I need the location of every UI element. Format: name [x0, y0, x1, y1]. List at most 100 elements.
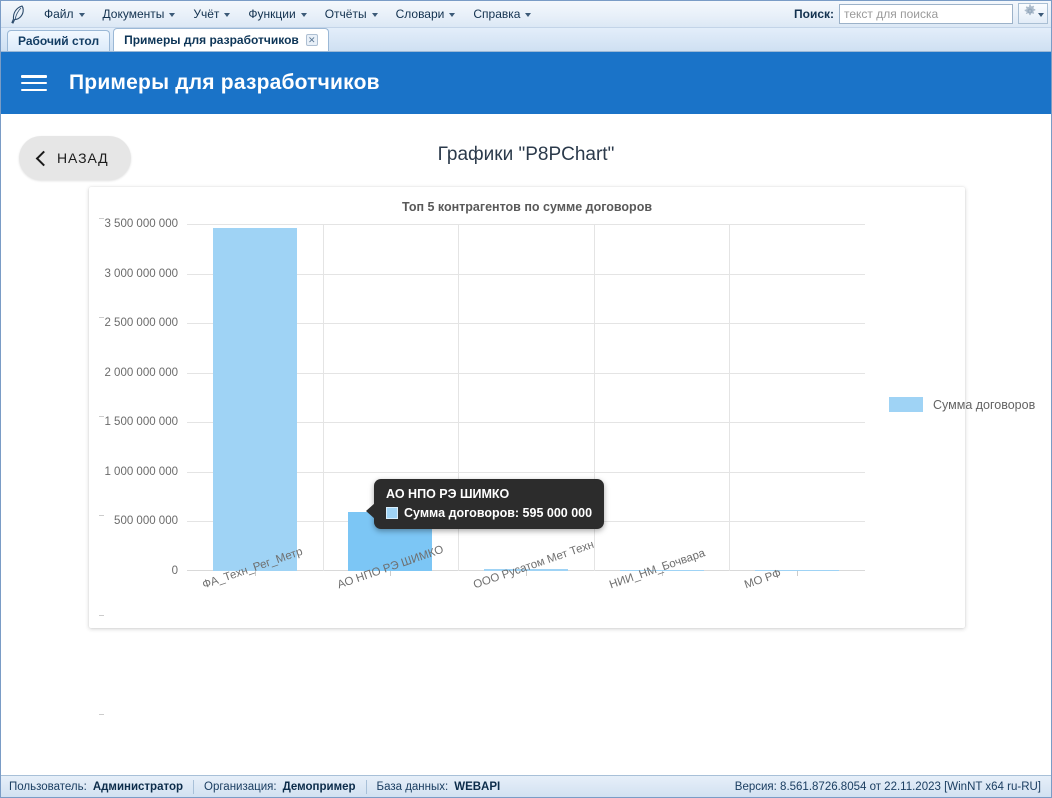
status-divider — [365, 779, 367, 794]
page-title: Графики "P8PChart" — [437, 144, 615, 165]
x-axis-tick — [254, 571, 256, 576]
chevron-down-icon — [224, 12, 231, 17]
menu-item-help[interactable]: Справка — [464, 4, 540, 25]
chart-bar[interactable] — [212, 227, 297, 571]
chevron-down-icon — [525, 12, 532, 17]
y-axis-tick-label: 2 500 000 000 — [99, 317, 178, 418]
content-area: НАЗАД Графики "P8PChart" Топ 5 контраген… — [1, 114, 1051, 775]
chevron-down-icon — [371, 12, 378, 17]
menu-item-functions[interactable]: Функции — [239, 4, 315, 25]
back-button-label: НАЗАД — [57, 150, 109, 166]
chart-bar[interactable] — [483, 569, 569, 571]
search-settings-button[interactable] — [1018, 3, 1048, 24]
menu-item-label: Документы — [102, 6, 165, 21]
status-organization-label: Организация: — [204, 780, 277, 793]
tab-desktop[interactable]: Рабочий стол — [7, 30, 111, 51]
back-button[interactable]: НАЗАД — [19, 136, 131, 180]
tooltip-swatch — [386, 507, 398, 519]
x-axis-tick — [661, 571, 663, 576]
menu-item-dictionaries[interactable]: Словари — [387, 4, 465, 25]
menu-item-label: Отчёты — [324, 6, 367, 21]
close-icon[interactable]: ✕ — [305, 34, 318, 46]
status-divider — [193, 779, 195, 794]
feather-logo-icon — [5, 3, 31, 25]
y-axis-tick-label: 1 500 000 000 — [99, 416, 178, 616]
y-axis-tick-label: 500 000 000 — [114, 515, 178, 528]
y-axis-tick-label: 0 — [171, 565, 178, 577]
x-axis-tick-label: ООО Русатом Мет Техн — [472, 538, 596, 592]
y-axis-tick — [99, 515, 105, 517]
legend-label: Сумма договоров — [933, 397, 1036, 412]
y-gridline — [187, 372, 865, 374]
tab-developer-examples[interactable]: Примеры для разработчиков ✕ — [113, 28, 329, 51]
y-axis-tick — [99, 713, 105, 715]
status-database-label: База данных: — [376, 780, 449, 793]
menu-item-reports[interactable]: Отчёты — [316, 4, 387, 25]
y-gridline — [187, 224, 865, 225]
status-bar: Пользователь: Администратор Организация:… — [1, 775, 1051, 797]
chevron-down-icon — [78, 12, 85, 17]
status-user: Пользователь: Администратор — [9, 781, 193, 793]
x-axis-tick-label: МО РФ — [743, 567, 784, 592]
chart-title: Топ 5 контрагентов по сумме договоров — [401, 200, 653, 214]
gear-icon — [1023, 4, 1037, 23]
menu-item-accounting[interactable]: Учёт — [184, 4, 239, 25]
tab-strip: Рабочий стол Примеры для разработчиков ✕ — [1, 28, 1051, 52]
tab-label: Рабочий стол — [18, 34, 100, 48]
y-axis-tick — [99, 218, 105, 219]
menu-item-label: Справка — [473, 6, 521, 21]
x-gridline — [322, 224, 324, 571]
page-header-title: Примеры для разработчиков — [69, 71, 380, 94]
x-gridline — [729, 224, 731, 571]
tab-label: Примеры для разработчиков — [124, 33, 299, 47]
menu-bar: Файл Документы Учёт Функции Отчёты Слова… — [1, 1, 1051, 28]
legend-swatch — [889, 397, 923, 412]
x-axis-tick — [390, 571, 392, 576]
chart-bar[interactable] — [619, 569, 704, 571]
search-label: Поиск: — [793, 6, 834, 21]
tooltip-title: АО НПО РЭ ШИМКО — [386, 487, 510, 501]
status-organization: Организация: Демопример — [204, 781, 366, 793]
y-axis-tick-label: 3 500 000 000 — [99, 218, 178, 230]
y-axis-tick — [99, 614, 105, 616]
y-axis-tick — [99, 416, 105, 418]
y-gridline — [187, 323, 865, 325]
chevron-down-icon — [169, 12, 176, 17]
tooltip-row: Сумма договоров: 595 000 000 — [386, 506, 592, 520]
chart-bar[interactable] — [755, 569, 840, 571]
chart-plot-wrapper: 0 500 000 000 1 000 000 000 1 500 000 000 2 … — [89, 187, 1035, 715]
search-area: Поиск: — [794, 3, 1048, 24]
menu-item-label: Словари — [395, 6, 445, 21]
chevron-down-icon — [449, 12, 456, 17]
status-database: База данных: WEBAPI — [377, 781, 511, 793]
y-axis-tick — [99, 317, 105, 319]
menu-item-label: Функции — [248, 6, 296, 21]
status-database-value: WEBAPI — [454, 780, 501, 793]
chart-legend: Сумма договоров — [889, 397, 1035, 412]
tooltip-value: Сумма договоров: 595 000 000 — [404, 506, 593, 520]
x-axis-tick — [797, 571, 799, 576]
y-axis-tick-label: 2 000 000 000 — [99, 367, 178, 517]
y-gridline — [187, 471, 865, 473]
menu-item-documents[interactable]: Документы — [94, 4, 185, 25]
chart-card: Топ 5 контрагентов по сумме договоров 0 5… — [89, 187, 1035, 715]
y-axis-tick-label: 3 000 000 000 — [99, 268, 178, 319]
menu-item-label: Файл — [44, 6, 74, 21]
search-input[interactable] — [839, 3, 1013, 24]
status-user-label: Пользователь: — [9, 780, 87, 793]
menu-item-file[interactable]: Файл — [35, 4, 94, 25]
y-axis-tick-label: 1 000 000 000 — [99, 466, 178, 715]
chevron-down-icon — [300, 12, 307, 17]
menu-item-label: Учёт — [193, 6, 220, 21]
hamburger-menu-icon[interactable] — [21, 73, 47, 93]
x-axis-tick — [526, 571, 527, 576]
x-gridline — [458, 224, 460, 571]
status-user-value: Администратор — [92, 780, 184, 793]
y-gridline — [187, 273, 865, 275]
x-gridline — [593, 224, 595, 571]
chevron-down-icon — [1037, 12, 1044, 17]
chart-tooltip: АО НПО РЭ ШИМКО Сумма договоров: 595 000… — [365, 479, 605, 529]
y-gridline — [187, 422, 865, 424]
status-organization-value: Демопример — [282, 780, 356, 793]
status-version: Версия: 8.561.8726.8054 от 22.11.2023 [W… — [734, 780, 1041, 793]
